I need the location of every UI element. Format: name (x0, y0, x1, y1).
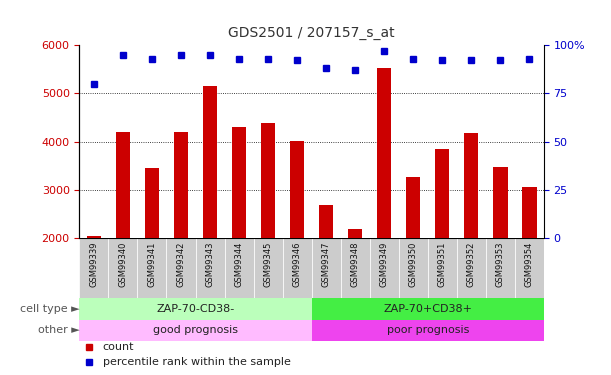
Text: GSM99345: GSM99345 (263, 241, 273, 286)
Text: GSM99343: GSM99343 (205, 241, 214, 286)
Bar (232, 127, 246, 238)
Bar (341, 238, 370, 298)
Text: poor prognosis: poor prognosis (387, 326, 469, 336)
Text: other ►: other ► (38, 326, 79, 336)
Text: GSM99353: GSM99353 (496, 241, 505, 286)
Bar (166, 238, 196, 298)
Bar (377, 68, 392, 238)
Bar (87, 236, 101, 238)
Text: cell type ►: cell type ► (20, 304, 79, 314)
Bar (79, 320, 312, 341)
Bar (137, 238, 167, 298)
Bar (145, 168, 159, 238)
Bar (254, 238, 282, 298)
Text: GSM99354: GSM99354 (525, 241, 534, 286)
Text: GSM99347: GSM99347 (321, 241, 331, 286)
Text: GSM99350: GSM99350 (409, 241, 418, 286)
Bar (493, 167, 508, 238)
Text: GSM99349: GSM99349 (379, 241, 389, 286)
Bar (435, 149, 450, 238)
Text: good prognosis: good prognosis (153, 326, 238, 336)
Bar (115, 132, 130, 238)
Text: GSM99342: GSM99342 (177, 241, 186, 286)
Bar (486, 238, 515, 298)
Text: ZAP-70-CD38-: ZAP-70-CD38- (156, 304, 235, 314)
Bar (174, 132, 188, 238)
Text: GSM99340: GSM99340 (119, 241, 128, 286)
Text: GSM99348: GSM99348 (351, 241, 360, 286)
Bar (203, 86, 218, 238)
Bar (290, 141, 304, 238)
Bar (196, 238, 225, 298)
Bar (464, 133, 478, 238)
Text: GSM99351: GSM99351 (437, 241, 447, 286)
Bar (370, 238, 398, 298)
Bar (399, 238, 428, 298)
Bar (428, 238, 456, 298)
Text: GSM99339: GSM99339 (89, 241, 98, 286)
Bar (312, 238, 341, 298)
Bar (312, 320, 544, 341)
Text: GSM99352: GSM99352 (467, 241, 476, 286)
Bar (225, 238, 254, 298)
Bar (456, 238, 486, 298)
Text: GDS2501 / 207157_s_at: GDS2501 / 207157_s_at (229, 26, 395, 40)
Bar (109, 238, 137, 298)
Bar (312, 298, 544, 320)
Bar (261, 123, 276, 238)
Bar (319, 206, 334, 238)
Text: ZAP-70+CD38+: ZAP-70+CD38+ (383, 304, 472, 314)
Bar (79, 238, 109, 298)
Bar (282, 238, 312, 298)
Text: GSM99341: GSM99341 (147, 241, 156, 286)
Bar (514, 238, 544, 298)
Text: GSM99346: GSM99346 (293, 241, 302, 286)
Text: count: count (103, 342, 134, 352)
Bar (348, 230, 362, 238)
Text: percentile rank within the sample: percentile rank within the sample (103, 357, 290, 367)
Text: GSM99344: GSM99344 (235, 241, 244, 286)
Bar (406, 177, 420, 238)
Bar (79, 298, 312, 320)
Bar (522, 187, 536, 238)
